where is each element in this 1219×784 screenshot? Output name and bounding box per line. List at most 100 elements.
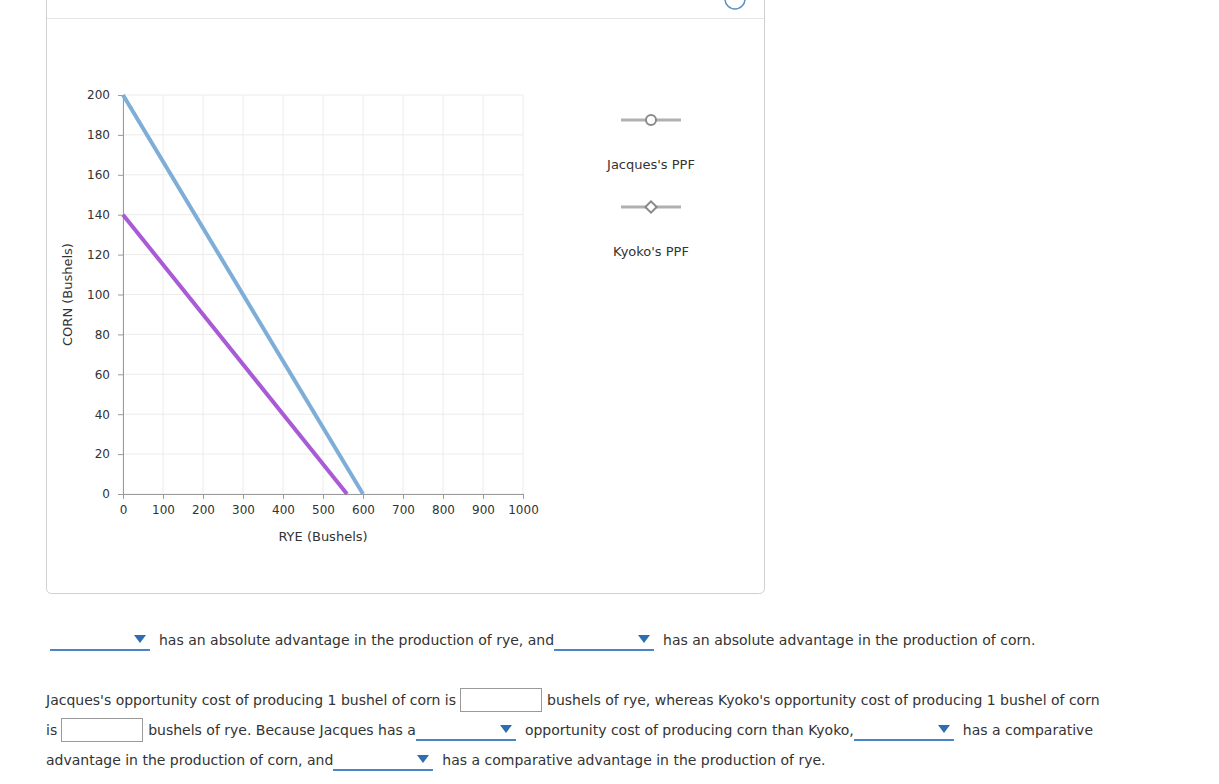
panel: [47, 0, 765, 594]
tick: 500: [312, 494, 335, 517]
grid-line: [123, 374, 523, 375]
tick-mark: [363, 494, 364, 499]
dropdown[interactable]: [50, 629, 150, 651]
question-text: Jacques's opportunity cost of producing …: [46, 689, 456, 711]
x-axis-title: RYE (Bushels): [278, 529, 367, 544]
y-axis-title: CORN (Bushels): [60, 243, 75, 346]
plot-area: [123, 95, 363, 494]
tick-mark: [118, 334, 123, 335]
tick: 200: [192, 494, 215, 517]
tick: 160: [87, 168, 123, 182]
input-box[interactable]: [460, 688, 542, 712]
dropdown[interactable]: [333, 749, 433, 771]
divider: [47, 18, 764, 19]
tick-label: 140: [87, 208, 110, 222]
legend: Jacques's PPF Kyoko's PPF: [606, 115, 695, 259]
tick-label: 60: [95, 368, 110, 382]
dropdown-arrow: [500, 725, 512, 733]
question-line: advantage in the production of corn, and…: [46, 749, 826, 771]
legend-label: Jacques's PPF: [606, 157, 695, 172]
grid-line: [123, 254, 523, 255]
legend-item[interactable]: Kyoko's PPF: [613, 201, 689, 259]
tick-label: 0: [120, 503, 128, 517]
question-text: has an absolute advantage in the product…: [159, 629, 554, 651]
question-line: has an absolute advantage in the product…: [50, 629, 1035, 651]
ppf-line: [123, 215, 347, 494]
question-text: bushels of rye. Because Jacques has a: [148, 719, 416, 741]
dropdown[interactable]: [854, 719, 954, 741]
grid-line: [123, 294, 523, 295]
tick-label: 500: [312, 503, 335, 517]
tick-label: 600: [352, 503, 375, 517]
tick-label: 120: [87, 248, 110, 262]
x-axis: 01002003004005006007008009001000: [120, 494, 539, 517]
tick-mark: [118, 135, 123, 136]
dropdown[interactable]: [554, 629, 654, 651]
tick-mark: [118, 414, 123, 415]
tick-mark: [118, 374, 123, 375]
tick: 180: [87, 128, 123, 142]
tick: 60: [95, 368, 123, 382]
tick: 0: [102, 487, 123, 501]
legend-marker: [645, 201, 656, 212]
help-icon[interactable]: [725, 0, 745, 9]
tick-label: 300: [232, 503, 255, 517]
tick: 900: [472, 494, 495, 517]
tick-label: 200: [192, 503, 215, 517]
tick-mark: [118, 454, 123, 455]
tick: 800: [432, 494, 455, 517]
grid-line: [123, 95, 523, 96]
input-box[interactable]: [61, 718, 143, 742]
question-text: advantage in the production of corn, and: [46, 749, 333, 771]
dropdown-arrow: [417, 755, 429, 763]
tick: 120: [87, 248, 123, 262]
tick-mark: [283, 494, 284, 499]
tick-mark: [403, 494, 404, 499]
tick-label: 0: [102, 487, 110, 501]
tick-label: 40: [95, 408, 110, 422]
tick-mark: [118, 494, 123, 495]
legend-item[interactable]: Jacques's PPF: [606, 115, 695, 172]
dropdown-arrow: [938, 725, 950, 733]
chart: 0 100 200 300 400 500 600 700 800 900 1000 0 20 40 60 8…: [0, 0, 1219, 600]
tick-label: 700: [392, 503, 415, 517]
tick-label: 20: [95, 447, 110, 461]
axis-line: [124, 495, 524, 500]
tick-label: 1000: [508, 503, 539, 517]
question-text: opportunity cost of producing corn than …: [525, 719, 854, 741]
dropdown[interactable]: [416, 719, 516, 741]
tick-label: 200: [87, 88, 110, 102]
tick-label: 400: [272, 503, 295, 517]
tick-mark: [443, 494, 444, 499]
tick: 0: [120, 494, 128, 517]
legend-label: Kyoko's PPF: [613, 244, 689, 259]
tick-mark: [483, 494, 484, 499]
question-text: has a comparative advantage in the produ…: [442, 749, 825, 771]
question-text: has an absolute advantage in the product…: [663, 629, 1035, 651]
legend-marker: [646, 115, 656, 125]
tick-mark: [243, 494, 244, 499]
tick-mark: [523, 494, 524, 499]
tick-label: 180: [87, 128, 110, 142]
tick-label: 80: [95, 328, 110, 342]
tick-label: 100: [87, 288, 110, 302]
question-line: isbushels of rye. Because Jacques has ao…: [46, 719, 1093, 741]
tick-label: 160: [87, 168, 110, 182]
axis-line: [118, 96, 124, 495]
tick: 140: [87, 208, 123, 222]
grid-line: [123, 454, 523, 455]
tick-mark: [203, 494, 204, 499]
tick-mark: [163, 494, 164, 499]
tick-mark: [118, 255, 123, 256]
tick: 400: [272, 494, 295, 517]
question-text: bushels of rye, whereas Kyoko's opportun…: [547, 689, 1100, 711]
tick-mark: [323, 494, 324, 499]
y-axis: 0 20 40 60 80 100 120 140 160 180 200: [87, 88, 123, 501]
tick: 700: [392, 494, 415, 517]
tick: 300: [232, 494, 255, 517]
tick-label: 800: [432, 503, 455, 517]
question-text: has a comparative: [963, 719, 1093, 741]
tick: 200: [87, 88, 123, 102]
tick: 40: [95, 408, 123, 422]
tick: 100: [87, 288, 123, 302]
